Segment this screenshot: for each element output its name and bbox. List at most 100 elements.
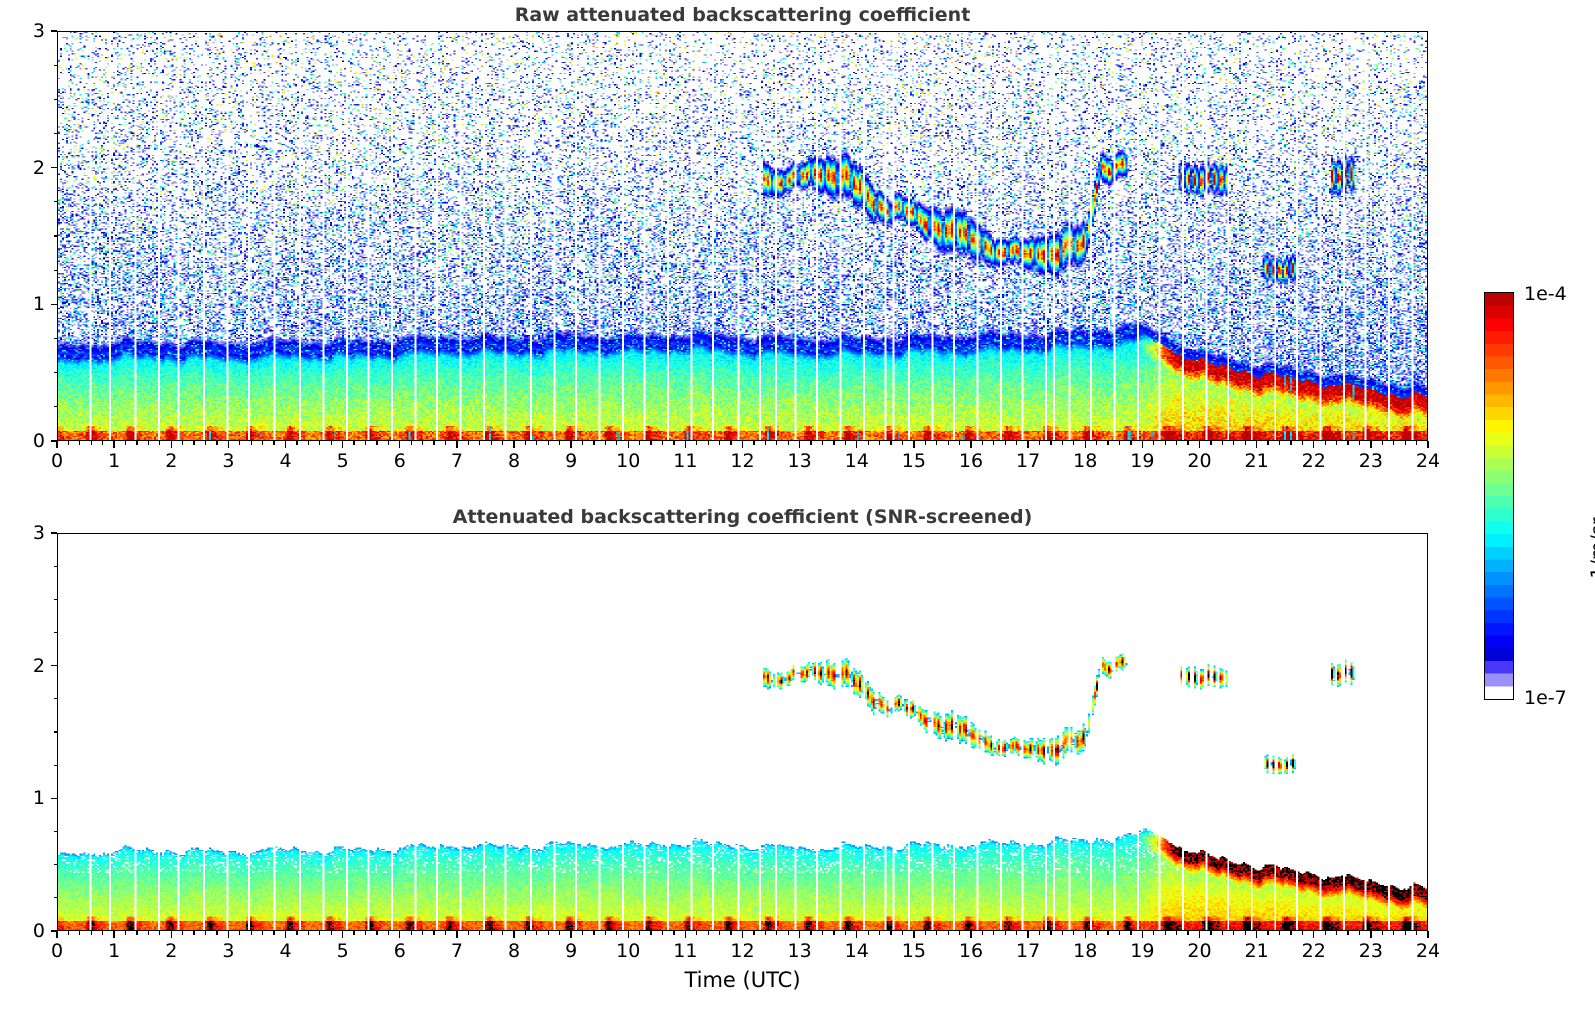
x-minor-tick-mark [753, 441, 755, 445]
x-tick-label: 20 [1187, 450, 1212, 472]
x-minor-tick-mark [1210, 441, 1212, 445]
x-minor-tick-mark [296, 931, 298, 935]
x-tick-mark [1084, 441, 1086, 448]
x-minor-tick-mark [159, 931, 161, 935]
panel-title-raw: Raw attenuated backscattering coefficien… [514, 4, 971, 26]
x-minor-tick-mark [376, 931, 378, 935]
x-tick-mark [570, 441, 572, 448]
x-tick-mark [227, 441, 230, 448]
x-minor-tick-mark [810, 441, 812, 445]
x-minor-tick-mark [1187, 441, 1189, 445]
x-minor-tick-mark [182, 931, 184, 935]
x-minor-tick-mark [524, 441, 527, 445]
x-minor-tick-mark [433, 931, 435, 935]
x-minor-tick-mark [1130, 931, 1132, 935]
x-minor-tick-mark [581, 441, 584, 445]
x-tick-label: 0 [50, 450, 64, 472]
x-minor-tick-mark [901, 931, 904, 935]
x-axis-label: Time (UTC) [684, 968, 801, 992]
x-tick-mark [627, 931, 629, 938]
x-minor-tick-mark [981, 931, 984, 935]
x-tick-mark [856, 931, 858, 938]
y-tick-label: 1 [32, 293, 45, 316]
x-minor-tick-mark [901, 441, 904, 445]
x-minor-tick-mark [330, 441, 332, 445]
x-minor-tick-mark [958, 441, 961, 445]
x-minor-tick-mark [947, 441, 949, 445]
x-minor-tick-mark [650, 931, 652, 935]
heatmap-panel-raw[interactable] [57, 31, 1428, 441]
x-minor-tick-mark [90, 441, 92, 445]
x-tick-label: 7 [450, 450, 463, 472]
x-minor-tick-mark [1290, 441, 1292, 445]
x-tick-label: 2 [165, 450, 178, 472]
x-minor-tick-mark [1050, 441, 1052, 445]
colorbar-max-label: 1e-4 [1524, 283, 1567, 305]
x-minor-tick-mark [559, 441, 561, 445]
x-minor-tick-mark [204, 931, 207, 935]
x-tick-mark [684, 931, 687, 938]
x-tick-label: 15 [901, 940, 926, 962]
x-tick-label: 18 [1073, 450, 1098, 472]
x-minor-tick-mark [707, 441, 709, 445]
x-tick-label: 8 [507, 450, 521, 472]
x-minor-tick-mark [1301, 441, 1303, 445]
x-minor-tick-mark [1016, 441, 1018, 445]
x-minor-tick-mark [490, 931, 492, 935]
x-minor-tick-mark [1404, 931, 1406, 935]
x-minor-tick-mark [1358, 441, 1361, 445]
x-minor-tick-mark [707, 931, 709, 935]
x-minor-tick-mark [696, 441, 698, 445]
x-minor-tick-mark [147, 441, 150, 445]
x-minor-tick-mark [330, 931, 332, 935]
x-tick-mark [741, 931, 744, 938]
x-tick-label: 16 [958, 940, 984, 962]
x-minor-tick-mark [387, 441, 389, 445]
x-tick-label: 3 [222, 940, 235, 962]
y-tick-mark [50, 665, 57, 667]
x-minor-tick-mark [1153, 931, 1155, 935]
x-minor-tick-mark [479, 441, 481, 445]
x-tick-mark [1427, 931, 1429, 938]
y-tick-label: 3 [32, 522, 45, 544]
x-minor-tick-mark [958, 931, 961, 935]
x-tick-mark [1027, 931, 1029, 938]
x-tick-mark [399, 931, 401, 938]
x-tick-label: 10 [616, 940, 641, 962]
x-minor-tick-mark [410, 931, 412, 935]
x-minor-tick-mark [1153, 441, 1155, 445]
x-minor-tick-mark [250, 441, 252, 445]
colorbar[interactable] [1484, 292, 1514, 700]
x-minor-tick-mark [1221, 441, 1223, 445]
x-tick-label: 23 [1358, 450, 1383, 472]
x-minor-tick-mark [536, 441, 538, 445]
y-minor-tick-mark [53, 565, 57, 567]
x-minor-tick-mark [581, 931, 584, 935]
x-tick-label: 15 [901, 450, 926, 472]
x-tick-label: 18 [1073, 940, 1098, 962]
x-tick-mark [456, 441, 458, 448]
x-minor-tick-mark [501, 441, 504, 445]
x-minor-tick-mark [1358, 931, 1361, 935]
x-tick-label: 9 [565, 940, 578, 962]
x-tick-mark [227, 931, 230, 938]
heatmap-panel-screened[interactable] [57, 533, 1428, 931]
x-minor-tick-mark [136, 441, 138, 445]
x-minor-tick-mark [421, 931, 424, 935]
x-tick-mark [1370, 441, 1372, 448]
x-minor-tick-mark [90, 931, 92, 935]
x-minor-tick-mark [1393, 931, 1395, 935]
x-minor-tick-mark [776, 441, 778, 445]
x-minor-tick-mark [67, 441, 70, 445]
y-tick-label: 3 [32, 20, 45, 42]
x-minor-tick-mark [296, 441, 298, 445]
x-tick-label: 11 [673, 940, 698, 962]
x-minor-tick-mark [844, 441, 846, 445]
x-minor-tick-mark [616, 931, 618, 935]
x-minor-tick-mark [319, 441, 321, 445]
x-tick-label: 14 [844, 450, 869, 472]
x-minor-tick-mark [1404, 441, 1406, 445]
x-minor-tick-mark [1233, 931, 1235, 935]
x-tick-mark [1313, 441, 1315, 448]
x-tick-label: 7 [450, 940, 463, 962]
